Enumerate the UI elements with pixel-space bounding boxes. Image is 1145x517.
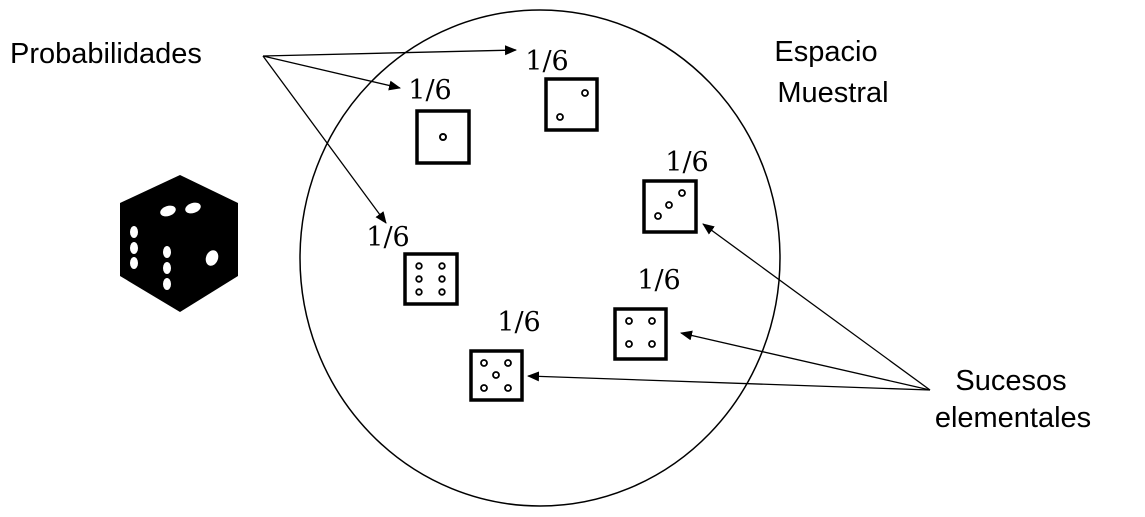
- sample-space-label-line2: Muestral: [777, 77, 888, 109]
- event-arrow-face-3: [702, 223, 931, 391]
- event-arrow-face-4: [680, 330, 931, 391]
- elementary-events-label-line1: Sucesos: [955, 365, 1066, 397]
- die-icon: [120, 175, 238, 312]
- probability-label-face-6: 1/6: [366, 222, 409, 253]
- probability-arrow-face-1: [262, 55, 401, 91]
- probability-label-face-1: 1/6: [408, 75, 451, 106]
- elementary-event-arrows: [527, 223, 931, 391]
- probability-label-face-5: 1/6: [497, 307, 540, 338]
- probability-arrow-face-6: [262, 55, 387, 224]
- probability-label-face-4: 1/6: [637, 265, 680, 296]
- event-arrow-face-5: [527, 371, 931, 391]
- probabilities-label: Probabilidades: [10, 38, 202, 70]
- probability-arrows: [262, 45, 517, 224]
- die-face-4: 1/6: [613, 265, 681, 361]
- elementary-events-label-line2: elementales: [935, 402, 1091, 434]
- probability-arrow-face-2: [262, 45, 517, 57]
- probability-label-face-2: 1/6: [525, 46, 568, 77]
- sample-space-circle: [299, 9, 781, 507]
- die-face-5: 1/6: [469, 307, 541, 402]
- sample-space-label-line1: Espacio: [774, 36, 877, 68]
- die-face-3: 1/6: [642, 147, 709, 234]
- die-face-6: 1/6: [366, 222, 459, 306]
- die-face-2: 1/6: [525, 46, 599, 132]
- die-face-1: 1/6: [408, 75, 471, 165]
- probability-label-face-3: 1/6: [665, 147, 708, 178]
